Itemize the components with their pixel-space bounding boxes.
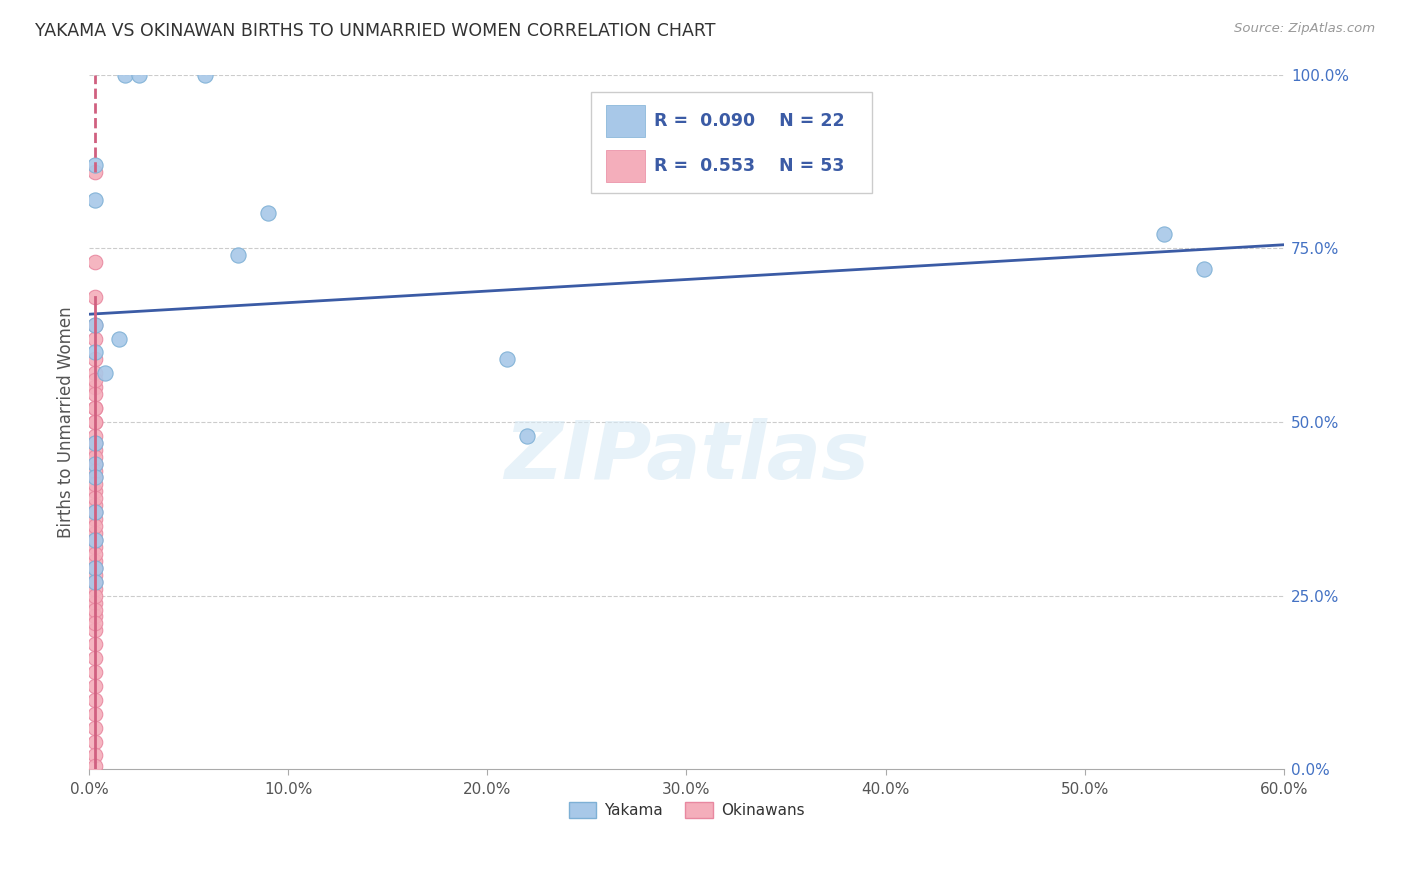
Point (84, 484, 107, 499)
Point (84, 401, 107, 415)
Point (84, 624, 107, 638)
Point (84, 165, 107, 179)
Point (84, 491, 107, 506)
Point (84, 366, 107, 380)
Point (84, 401, 107, 415)
Point (84, 470, 107, 484)
Point (84, 540, 107, 554)
Point (193, 68, 215, 82)
Text: YAKAMA VS OKINAWAN BIRTHS TO UNMARRIED WOMEN CORRELATION CHART: YAKAMA VS OKINAWAN BIRTHS TO UNMARRIED W… (35, 22, 716, 40)
Point (1192, 262, 1215, 277)
Point (84, 519, 107, 533)
Point (84, 533, 107, 547)
Point (84, 505, 107, 519)
Point (84, 547, 107, 561)
FancyBboxPatch shape (591, 92, 872, 193)
Point (84, 679, 107, 693)
Point (84, 464, 107, 478)
Point (84, 602, 107, 616)
Point (84, 526, 107, 541)
Text: R =  0.553    N = 53: R = 0.553 N = 53 (654, 157, 845, 175)
Point (84, 616, 107, 631)
Point (84, 450, 107, 464)
Point (84, 415, 107, 429)
Point (84, 665, 107, 679)
Point (84, 345, 107, 359)
Point (94, 366, 117, 380)
Point (84, 380, 107, 394)
Point (84, 734, 107, 748)
Point (84, 533, 107, 547)
Point (516, 429, 538, 443)
FancyBboxPatch shape (606, 105, 645, 137)
Point (84, 435, 107, 450)
Point (84, 290, 107, 304)
Point (84, 470, 107, 484)
Point (228, 248, 250, 262)
Point (84, 373, 107, 387)
Point (84, 609, 107, 624)
Point (84, 457, 107, 471)
Point (84, 318, 107, 332)
Point (84, 498, 107, 512)
Point (496, 352, 519, 367)
Point (84, 637, 107, 651)
Point (84, 567, 107, 582)
Point (84, 582, 107, 596)
Point (84, 387, 107, 401)
Point (84, 332, 107, 346)
Point (84, 435, 107, 450)
Point (84, 574, 107, 589)
Point (84, 512, 107, 526)
Point (84, 457, 107, 471)
Text: ZIPatlas: ZIPatlas (503, 417, 869, 496)
Text: Source: ZipAtlas.com: Source: ZipAtlas.com (1234, 22, 1375, 36)
FancyBboxPatch shape (606, 150, 645, 182)
Point (84, 759, 107, 773)
Point (108, 332, 131, 346)
Point (84, 589, 107, 603)
Point (84, 415, 107, 429)
Point (84, 706, 107, 721)
Legend: Yakama, Okinawans: Yakama, Okinawans (562, 796, 810, 824)
Point (84, 693, 107, 707)
Point (84, 561, 107, 575)
Point (114, 68, 136, 82)
Point (84, 505, 107, 519)
Point (84, 554, 107, 568)
Point (84, 318, 107, 332)
Point (84, 429, 107, 443)
Point (257, 206, 280, 220)
Text: R =  0.090    N = 22: R = 0.090 N = 22 (654, 112, 845, 130)
Point (84, 574, 107, 589)
Point (84, 748, 107, 763)
Y-axis label: Births to Unmarried Women: Births to Unmarried Women (58, 306, 75, 538)
Point (84, 352, 107, 367)
Point (84, 721, 107, 735)
Point (84, 255, 107, 269)
Point (84, 651, 107, 665)
Point (84, 442, 107, 457)
Point (1153, 227, 1175, 242)
Point (84, 158, 107, 172)
Point (84, 596, 107, 610)
Point (84, 193, 107, 207)
Point (128, 68, 150, 82)
Point (84, 477, 107, 491)
Point (84, 561, 107, 575)
